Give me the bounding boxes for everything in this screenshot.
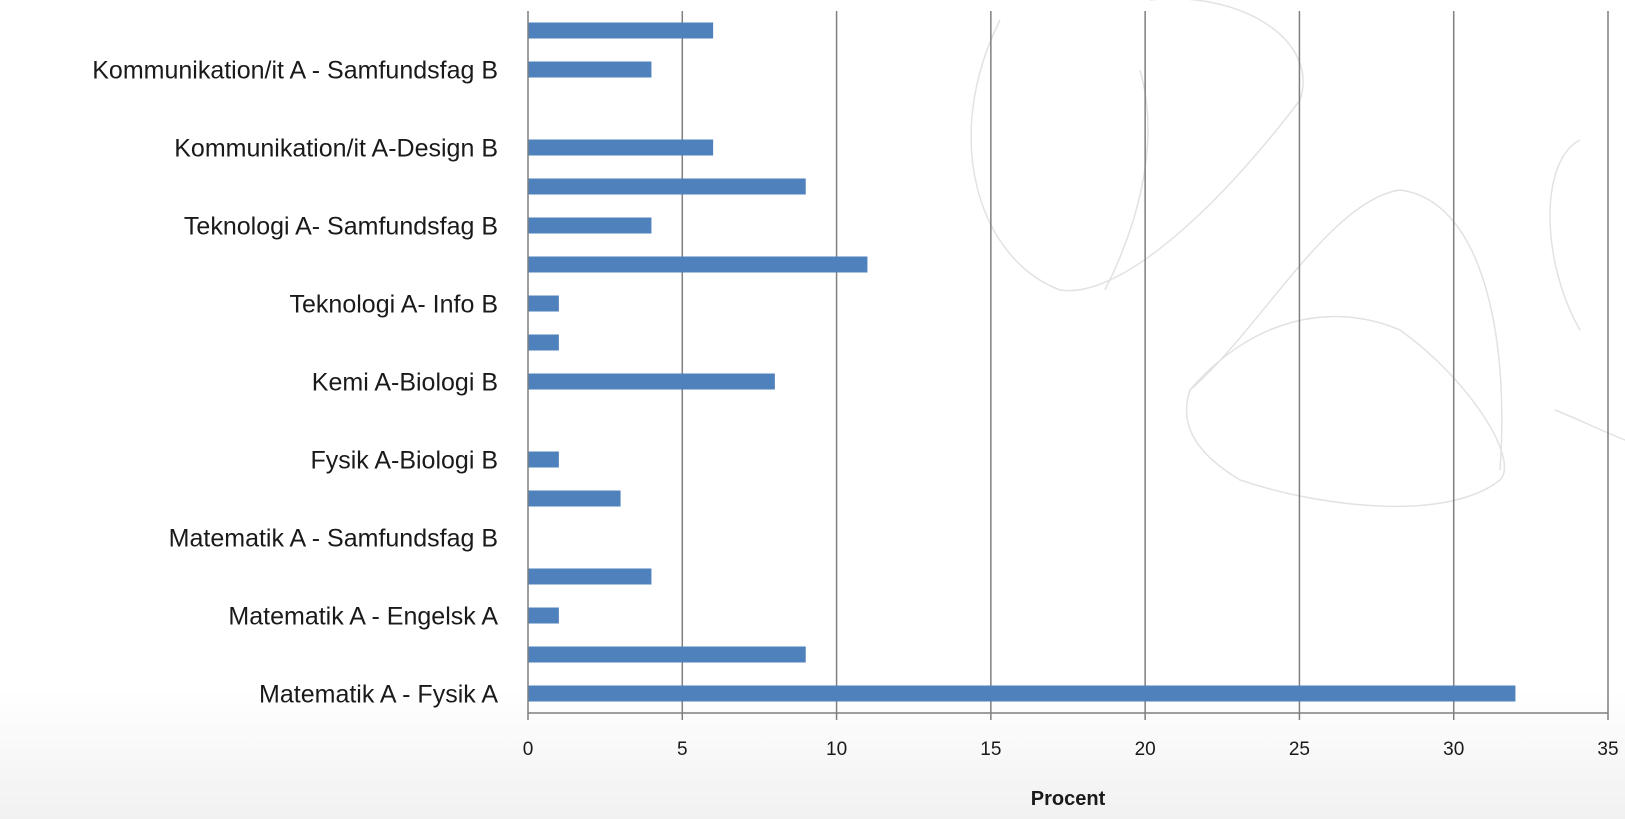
gridlines xyxy=(681,11,1609,713)
bar xyxy=(528,22,714,39)
category-label: Fysik A-Biologi B xyxy=(310,447,498,475)
bar xyxy=(528,217,652,234)
category-label: Teknologi A- Info B xyxy=(290,291,498,319)
bar xyxy=(528,685,1516,702)
bar xyxy=(528,334,559,351)
x-axis-title: Procent xyxy=(1031,788,1106,810)
x-tick-label: 30 xyxy=(1443,739,1464,760)
x-tick-label: 5 xyxy=(677,739,688,760)
x-tick-label: 25 xyxy=(1289,739,1310,760)
axes xyxy=(527,11,1609,720)
category-labels: Matematik A - Fysik A Matematik A - Engel… xyxy=(92,57,498,709)
category-label: Matematik A - Samfundsfag B xyxy=(169,525,498,553)
category-label: Matematik A - Fysik A xyxy=(259,681,498,709)
category-label: Kommunikation/it A - Samfundsfag B xyxy=(92,57,498,85)
decoration-curve xyxy=(970,0,1304,292)
background-fade xyxy=(0,690,1625,819)
decoration-curve xyxy=(1104,69,1149,291)
bar xyxy=(528,139,714,156)
bar xyxy=(528,178,806,195)
bar xyxy=(528,451,559,468)
bar xyxy=(528,256,868,273)
background-decoration xyxy=(970,0,1625,508)
category-label: Kemi A-Biologi B xyxy=(312,369,498,397)
decoration-curve xyxy=(1554,409,1625,441)
x-tick-label: 10 xyxy=(826,739,847,760)
category-label: Matematik A - Engelsk A xyxy=(228,603,498,631)
x-tick-label: 20 xyxy=(1135,739,1156,760)
decoration-curve xyxy=(1549,139,1581,331)
category-label: Kommunikation/it A-Design B xyxy=(174,135,498,163)
x-tick-label: 35 xyxy=(1597,739,1618,760)
bar xyxy=(528,646,806,663)
bar xyxy=(528,607,559,624)
bar xyxy=(528,490,621,507)
x-tick-label: 0 xyxy=(523,739,534,760)
bar xyxy=(528,568,652,585)
decoration-curve xyxy=(1189,189,1503,471)
x-tick-label: 15 xyxy=(980,739,1001,760)
decoration-curve xyxy=(1185,315,1506,508)
bars xyxy=(528,22,1516,702)
bar xyxy=(528,373,775,390)
tick-labels: 0 5 10 15 20 25 30 35 xyxy=(523,739,1619,760)
bar xyxy=(528,61,652,78)
category-label: Teknologi A- Samfundsfag B xyxy=(184,213,498,241)
bar xyxy=(528,295,559,312)
